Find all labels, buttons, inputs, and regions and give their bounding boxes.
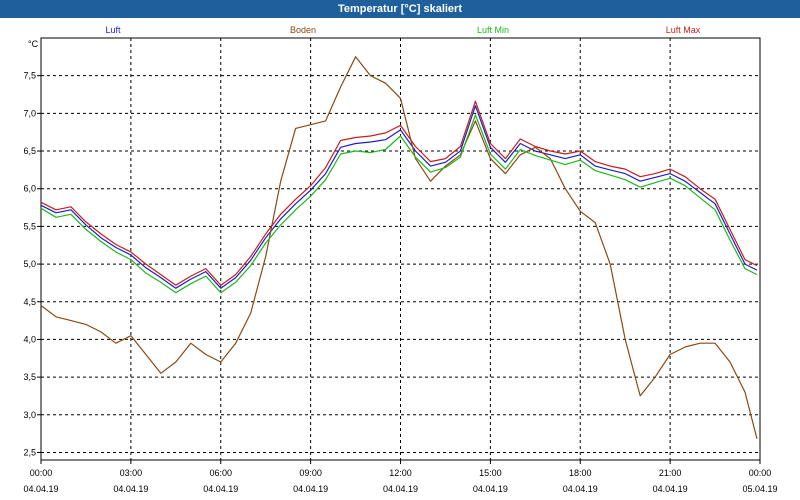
x-tick-time-label: 00:00 [30, 468, 53, 478]
series-lines [40, 56, 758, 440]
x-tick-date-label: 04.04.19 [653, 484, 688, 494]
x-tick-time-label: 15:00 [479, 468, 502, 478]
x-tick-date-label: 04.04.19 [563, 484, 598, 494]
x-tick-time-label: 18:00 [569, 468, 592, 478]
y-tick-label: 6,5 [23, 146, 36, 156]
y-axis-unit-label: °C [28, 39, 39, 49]
x-tick-date-label: 04.04.19 [293, 484, 328, 494]
y-tick-label: 3,5 [23, 372, 36, 382]
y-tick-label: 6,0 [23, 184, 36, 194]
x-tick-date-label: 04.04.19 [203, 484, 238, 494]
y-tick-label: 7,5 [23, 71, 36, 81]
x-tick-time-label: 00:00 [749, 468, 772, 478]
x-tick-date-label: 04.04.19 [473, 484, 508, 494]
legend: Luft Boden Luft Min Luft Max [105, 25, 700, 35]
series-line-luft-max [40, 100, 758, 286]
x-tick-time-label: 12:00 [389, 468, 412, 478]
y-tick-label: 7,0 [23, 108, 36, 118]
series-line-boden [40, 56, 758, 440]
y-tick-label: 4,0 [23, 334, 36, 344]
window-title: Temperatur [°C] skaliert [0, 0, 800, 18]
series-line-luft [40, 105, 758, 289]
y-axis: 2,5 3,0 3,5 4,0 4,5 5,0 5,5 6,0 6,5 7,0 7,5 [23, 71, 41, 457]
y-tick-label: 2,5 [23, 447, 36, 457]
legend-item: Luft Max [666, 25, 701, 35]
grid-lines [41, 38, 760, 460]
x-tick-time-label: 06:00 [209, 468, 232, 478]
x-tick-date-label: 05.04.19 [742, 484, 777, 494]
legend-item: Boden [290, 25, 316, 35]
legend-item: Luft [105, 25, 121, 35]
x-tick-time-label: 21:00 [659, 468, 682, 478]
y-tick-label: 4,5 [23, 297, 36, 307]
x-tick-date-label: 04.04.19 [23, 484, 58, 494]
x-tick-time-label: 03:00 [120, 468, 143, 478]
series-line-luft-min [40, 114, 758, 294]
y-tick-label: 5,5 [23, 221, 36, 231]
x-tick-date-label: 04.04.19 [383, 484, 418, 494]
y-tick-label: 3,0 [23, 410, 36, 420]
x-axis: 00:00 04.04.19 03:00 04.04.19 06:00 04.04.19 0… [23, 460, 778, 494]
x-tick-date-label: 04.04.19 [113, 484, 148, 494]
legend-item: Luft Min [477, 25, 509, 35]
x-tick-time-label: 09:00 [299, 468, 322, 478]
y-tick-label: 5,0 [23, 259, 36, 269]
